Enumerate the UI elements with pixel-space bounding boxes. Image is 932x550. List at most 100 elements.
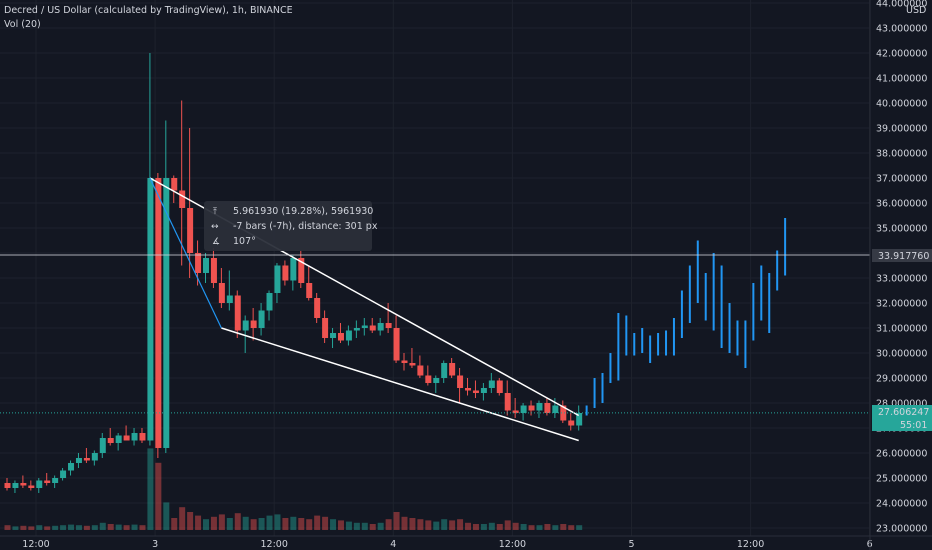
volume-bar	[266, 515, 273, 530]
countdown: 55:01	[900, 420, 927, 431]
candle-body	[282, 265, 289, 281]
candle-body	[314, 298, 321, 318]
y-tick-label: 25.000000	[876, 474, 927, 485]
price-scale-labels: USD 33.917760 27.606247 55:01	[872, 5, 932, 431]
candle-body	[274, 265, 281, 293]
crosshair-price-badge	[872, 249, 932, 262]
candle-body	[417, 365, 424, 376]
candle-body	[568, 420, 575, 426]
y-tick-label: 42.000000	[876, 49, 927, 60]
volume-bar	[218, 514, 225, 530]
candle-body	[552, 405, 559, 413]
candle-body	[322, 318, 329, 338]
y-tick-label: 41.000000	[876, 74, 927, 85]
volume-bar	[179, 507, 186, 530]
grid	[0, 0, 871, 536]
x-tick-label: 3	[152, 539, 158, 550]
volume-bar	[504, 520, 511, 530]
volume-bar	[449, 520, 456, 530]
x-tick-label: 12:00	[499, 539, 526, 550]
volume-bar	[4, 525, 11, 530]
candle-body	[377, 323, 384, 331]
volume-bar	[337, 520, 344, 530]
candle-body	[258, 310, 265, 328]
y-tick-label: 35.000000	[876, 224, 927, 235]
volume-bar	[234, 513, 241, 530]
candle-body	[155, 178, 162, 448]
volume-bar	[298, 518, 305, 530]
candle-body	[99, 438, 106, 453]
candle-body	[36, 480, 43, 488]
angle-icon: ∡	[212, 237, 220, 247]
candle-body	[512, 410, 519, 413]
candle-body	[187, 208, 194, 253]
volume-bar	[377, 522, 384, 530]
candle-body	[203, 258, 209, 273]
volume-bar	[195, 515, 202, 530]
candle-body	[496, 380, 503, 393]
volume-bar	[576, 525, 583, 530]
candle-body	[433, 378, 440, 383]
measure-angle: 107°	[233, 236, 256, 247]
candle-body	[425, 375, 432, 383]
volume-bar	[20, 525, 27, 530]
y-tick-label: 28.000000	[876, 399, 927, 410]
x-tick-label: 12:00	[737, 539, 764, 550]
volume-bar	[496, 524, 503, 530]
volume-bar	[528, 525, 535, 530]
bar-range-icon: ↔	[211, 222, 219, 232]
volume-bar	[274, 514, 281, 530]
candle-body	[210, 258, 217, 283]
y-tick-label: 40.000000	[876, 99, 927, 110]
volume-bar	[369, 524, 376, 530]
volume-bar	[68, 524, 75, 530]
y-tick-label: 30.000000	[876, 349, 927, 360]
candle-body	[449, 363, 456, 376]
crosshair-price: 33.917760	[878, 251, 929, 262]
candle-body	[337, 333, 344, 341]
volume-bar	[115, 524, 122, 530]
currency-label: USD	[906, 5, 926, 16]
y-tick-label: 32.000000	[876, 299, 927, 310]
volume-bar	[107, 524, 114, 530]
volume-bar	[147, 448, 154, 530]
volume-bar	[568, 525, 575, 530]
candle-body	[12, 483, 19, 488]
volume-bar	[99, 522, 106, 530]
last-price-badge	[872, 405, 932, 431]
candle-body	[306, 283, 313, 298]
volume-bar	[210, 516, 217, 530]
candle-body	[115, 435, 122, 443]
volume-bar	[457, 519, 464, 530]
candle-body	[353, 328, 360, 331]
volume-bar	[441, 519, 448, 530]
measure-line	[149, 177, 222, 329]
candles	[4, 53, 583, 493]
candle-body	[147, 178, 154, 441]
volume-bar	[314, 515, 321, 530]
volume-bar	[322, 516, 329, 530]
volume-bar	[83, 525, 90, 530]
candle-body	[409, 363, 416, 366]
candle-body	[298, 258, 305, 283]
candle-body	[266, 293, 273, 311]
volume-bar	[258, 518, 265, 530]
measure-tooltip: ⤒ 5.961930 (19.28%), 5961930 ↔ -7 bars (…	[204, 201, 378, 251]
volume-bar	[330, 519, 337, 530]
y-tick-label: 44.000000	[876, 0, 927, 10]
candle-body	[123, 435, 130, 441]
volume-bar	[345, 521, 352, 530]
candle-body	[488, 380, 495, 388]
volume-bar	[139, 525, 146, 530]
candle-body	[218, 283, 225, 303]
candle-body	[330, 333, 337, 338]
y-tick-label: 31.000000	[876, 324, 927, 335]
volume-bar	[393, 512, 400, 530]
candle-body	[361, 325, 368, 328]
candle-body	[385, 323, 392, 328]
candle-body	[560, 405, 567, 421]
candle-body	[163, 178, 170, 448]
candle-body	[107, 438, 114, 443]
